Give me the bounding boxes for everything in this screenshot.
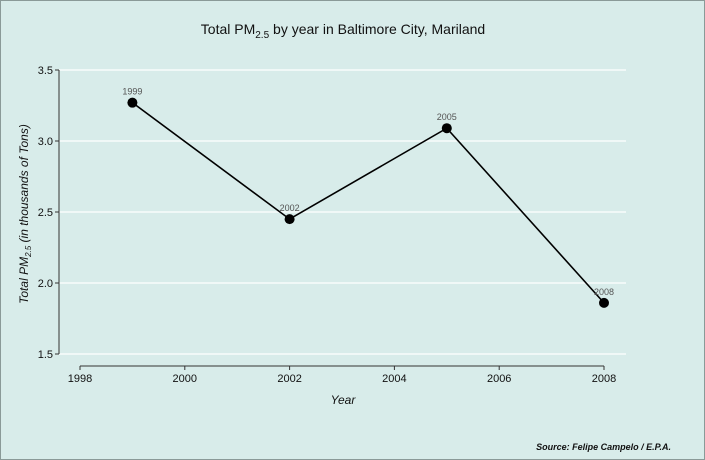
x-tick-label: 1998 (68, 373, 92, 385)
y-axis-ticks: 1.5 2.0 2.5 3.0 3.5 (38, 65, 59, 361)
y-tick-label: 2.5 (38, 207, 53, 219)
axes (58, 70, 604, 367)
source-note: Source: Felipe Campelo / E.P.A. (536, 442, 671, 452)
y-axis-title: Total PM2.5 (in thousands of Tons) (17, 124, 33, 304)
x-tick-label: 2004 (382, 373, 406, 385)
y-tick-label: 3.0 (38, 136, 53, 148)
y-tick-label: 2.0 (38, 278, 53, 290)
x-tick-label: 2006 (487, 373, 511, 385)
point-label: 2005 (437, 112, 457, 122)
y-tick-label: 3.5 (38, 65, 53, 77)
data-point (441, 123, 452, 134)
point-label: 2002 (280, 203, 300, 213)
data-points: 1999 2002 2005 2008 (122, 87, 614, 308)
chart-title: Total PM2.5 by year in Baltimore City, M… (201, 21, 485, 41)
data-point (284, 214, 295, 225)
series-path (131, 102, 605, 304)
y-tick-label: 1.5 (38, 349, 53, 361)
x-tick-label: 2000 (173, 373, 197, 385)
x-tick-label: 2008 (592, 373, 616, 385)
grid-lines (59, 69, 626, 355)
x-tick-label: 2002 (277, 373, 301, 385)
series-line (131, 102, 605, 304)
x-axis-title: Year (331, 393, 357, 407)
data-point (599, 297, 609, 308)
point-label: 1999 (122, 87, 142, 97)
data-point (127, 97, 138, 108)
x-axis-ticks: 1998 2000 2002 2004 2006 2008 (68, 366, 616, 385)
point-label: 2008 (594, 287, 614, 297)
